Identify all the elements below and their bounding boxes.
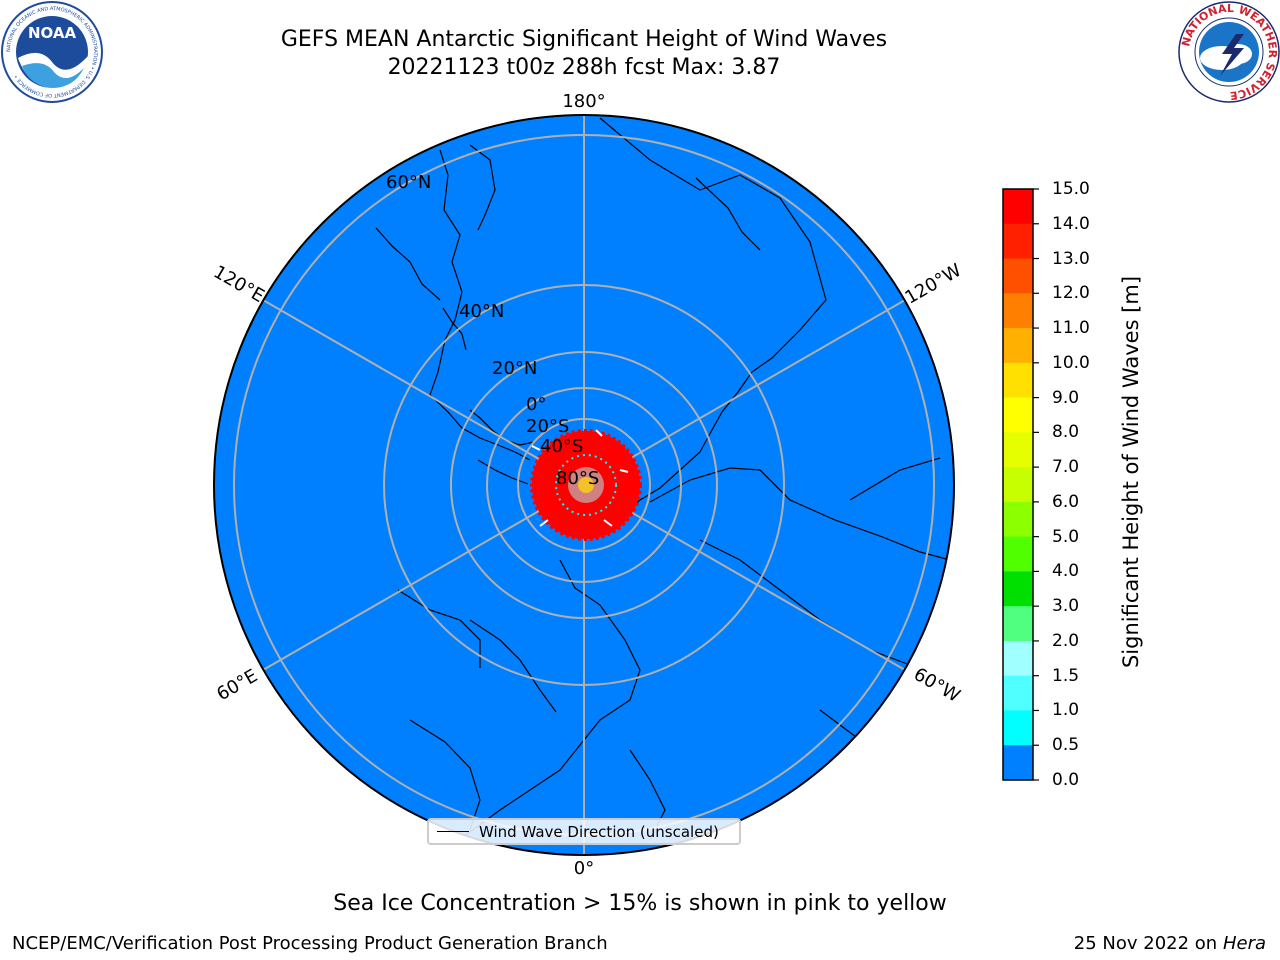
colorbar-segment xyxy=(1003,467,1033,503)
colorbar-segment xyxy=(1003,189,1033,225)
colorbar-segment xyxy=(1003,745,1033,781)
lon-label-180: 180° xyxy=(562,91,605,112)
legend-label: Wind Wave Direction (unscaled) xyxy=(479,823,719,841)
lon-label-60e: 60°E xyxy=(213,665,261,705)
lon-label-120w: 120°W xyxy=(902,260,966,309)
lon-label-0: 0° xyxy=(574,858,594,879)
noaa-logo: NOAA NATIONAL OCEANIC AND ATMOSPHERIC AD… xyxy=(1,1,103,103)
footer-credit: NCEP/EMC/Verification Post Processing Pr… xyxy=(12,933,608,954)
colorbar-tick-label: 0.5 xyxy=(1052,735,1080,756)
lat-label-0: 0° xyxy=(526,394,546,415)
lon-label-60w: 60°W xyxy=(910,664,964,707)
lat-label-60n: 60°N xyxy=(386,172,431,193)
sea-ice-note: Sea Ice Concentration > 15% is shown in … xyxy=(333,891,947,916)
colorbar-segment xyxy=(1003,223,1033,260)
colorbar-label: Significant Height of Wind Waves [m] xyxy=(1119,275,1143,669)
colorbar-segment xyxy=(1003,640,1033,677)
colorbar-segment xyxy=(1003,571,1033,607)
colorbar-segment xyxy=(1003,258,1033,294)
colorbar-segment xyxy=(1003,293,1033,329)
colorbar-segment xyxy=(1003,432,1033,468)
colorbar-tick-label: 1.0 xyxy=(1052,700,1080,721)
colorbar-segment xyxy=(1003,675,1033,711)
colorbar xyxy=(1002,188,1039,781)
colorbar-tick-label: 2.0 xyxy=(1052,630,1080,651)
colorbar-tick-label: 12.0 xyxy=(1052,283,1090,304)
colorbar-tick-label: 13.0 xyxy=(1052,248,1090,269)
nws-logo: NATIONAL WEATHER SERVICE xyxy=(1178,1,1280,103)
colorbar-tick-label: 8.0 xyxy=(1052,422,1080,443)
colorbar-tick-label: 4.0 xyxy=(1052,561,1080,582)
colorbar-tick-label: 7.0 xyxy=(1052,457,1080,478)
colorbar-tick-label: 6.0 xyxy=(1052,491,1080,512)
noaa-logo-text: NOAA xyxy=(28,24,77,42)
colorbar-tick-label: 3.0 xyxy=(1052,596,1080,617)
colorbar-tick-label: 5.0 xyxy=(1052,526,1080,547)
colorbar-segment xyxy=(1003,710,1033,746)
lon-label-120e: 120°E xyxy=(210,261,268,307)
legend-line-swatch xyxy=(437,831,469,832)
colorbar-segment xyxy=(1003,328,1033,364)
colorbar-tick-label: 14.0 xyxy=(1052,213,1090,234)
footer-date: 25 Nov 2022 on Hera xyxy=(1074,933,1266,955)
colorbar-segment xyxy=(1003,397,1033,433)
legend: Wind Wave Direction (unscaled) xyxy=(427,818,741,845)
lat-label-80s: 80°S xyxy=(556,468,599,489)
colorbar-segment xyxy=(1003,606,1033,642)
polar-map: 60°N 40°N 20°N 0° 20°S 40°S 80°S xyxy=(213,114,955,856)
footer-date-text: 25 Nov 2022 on xyxy=(1073,933,1218,954)
colorbar-tick-label: 0.0 xyxy=(1052,770,1080,790)
lat-label-40n: 40°N xyxy=(459,301,504,322)
colorbar-tick-label: 11.0 xyxy=(1052,318,1090,339)
colorbar-segment xyxy=(1003,362,1033,399)
graticule xyxy=(233,115,935,855)
colorbar-segment xyxy=(1003,501,1033,538)
colorbar-tick-label: 10.0 xyxy=(1052,352,1090,373)
colorbar-border xyxy=(1002,188,1034,781)
chart-subtitle: 20221123 t00z 288h fcst Max: 3.87 xyxy=(387,55,781,80)
colorbar-tick-label: 15.0 xyxy=(1052,179,1090,199)
lat-label-40s: 40°S xyxy=(540,436,583,457)
latitude-labels: 60°N 40°N 20°N 0° 20°S 40°S 80°S xyxy=(386,172,599,489)
colorbar-tick-label: 1.5 xyxy=(1052,665,1080,686)
lat-label-20n: 20°N xyxy=(492,358,537,379)
colorbar-tick-label: 9.0 xyxy=(1052,387,1080,408)
footer-host: Hera xyxy=(1222,933,1266,954)
wave-height-field xyxy=(530,429,642,541)
map-border xyxy=(213,114,955,856)
lat-label-20s: 20°S xyxy=(526,416,569,437)
chart-title: GEFS MEAN Antarctic Significant Height o… xyxy=(280,27,888,52)
colorbar-segment xyxy=(1003,536,1033,572)
